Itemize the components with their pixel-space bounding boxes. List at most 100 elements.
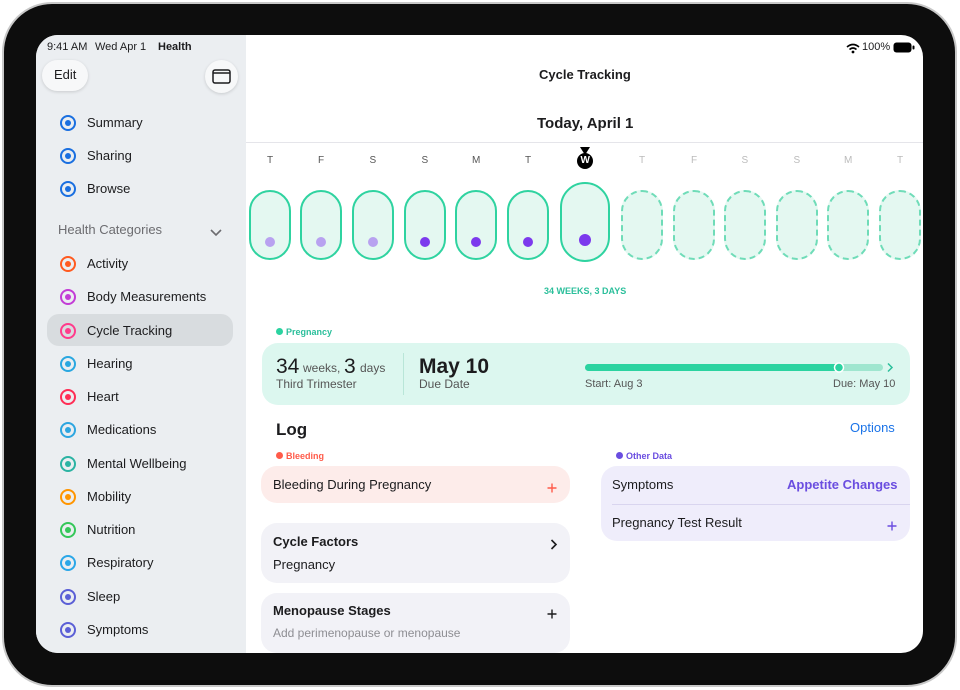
day-oval — [560, 182, 610, 262]
category-icon — [59, 322, 79, 340]
wifi-icon-svg — [846, 43, 860, 54]
day-letter: M — [472, 155, 481, 166]
status-date: Wed Apr 1 — [95, 41, 147, 53]
today-marker-svg — [580, 147, 590, 155]
plus-icon — [547, 606, 557, 619]
day-oval — [621, 190, 663, 260]
item-icon — [59, 114, 79, 132]
sidebar-category[interactable]: Heart — [87, 389, 119, 405]
sidebar-category[interactable]: Nutrition — [87, 522, 136, 538]
day-oval — [249, 190, 291, 260]
item-icon-svg — [60, 115, 76, 131]
menopause-title: Menopause Stages — [273, 603, 391, 618]
day-dot — [368, 237, 378, 247]
sidebar-category[interactable]: Medications — [87, 422, 157, 438]
cycle-factors-card[interactable] — [261, 523, 570, 583]
other-card[interactable] — [601, 466, 910, 541]
menopause-hint: Add perimenopause or menopause — [273, 626, 461, 640]
category-icon-svg — [60, 322, 76, 339]
today-badge — [577, 153, 593, 169]
pregnancy-label: Pregnancy — [286, 327, 333, 337]
trimester: Third Trimester — [276, 377, 357, 391]
sidebar-category[interactable]: Symptoms — [87, 621, 149, 637]
symptoms-value: Appetite Changes — [787, 477, 898, 492]
category-icon-svg — [60, 621, 76, 638]
sidebar-item[interactable]: Summary — [87, 115, 143, 130]
toggle-icon — [212, 69, 231, 84]
log-title: Log — [276, 420, 308, 439]
sidebar-item[interactable]: Browse — [87, 181, 131, 197]
menopause-card[interactable] — [261, 593, 570, 653]
bleeding-card[interactable] — [261, 466, 570, 503]
start-label: Start: Aug 3 — [585, 378, 643, 390]
bleeding-dot — [276, 452, 283, 459]
day-letter: T — [525, 155, 532, 166]
item-icon — [59, 147, 79, 165]
day-oval — [507, 190, 549, 260]
sidebar-category[interactable]: Mental Wellbeing — [87, 455, 187, 471]
pregnancy-card[interactable] — [262, 343, 910, 405]
card-divider — [403, 353, 404, 395]
row-divider — [612, 504, 910, 505]
plus-icon-svg — [547, 483, 557, 493]
category-icon — [59, 488, 79, 506]
sidebar-category[interactable]: Body Measurements — [87, 289, 207, 305]
today-heading: Today, April 1 — [537, 115, 634, 132]
days-number: 3 — [344, 355, 356, 378]
sidebar-category[interactable]: Cycle Tracking — [87, 322, 173, 338]
plus-icon-svg — [887, 521, 897, 531]
category-icon — [59, 554, 79, 572]
today-marker — [580, 142, 590, 155]
plus-icon — [887, 518, 897, 531]
day-oval — [673, 190, 715, 260]
category-icon-svg — [60, 555, 76, 572]
day-letter: F — [318, 155, 325, 166]
progress-bar-svg — [585, 362, 894, 373]
day-letter: W — [580, 155, 590, 166]
sidebar-toggle[interactable] — [205, 60, 238, 93]
day-letter: T — [897, 155, 904, 166]
category-icon-svg — [60, 389, 76, 406]
status-time: 9:41 AM — [47, 41, 88, 53]
day-letter: S — [793, 155, 801, 166]
duration-label: 34 WEEKS, 3 DAYS — [544, 286, 627, 296]
options-button[interactable]: Options — [850, 420, 895, 435]
bleeding-item: Bleeding During Pregnancy — [273, 477, 432, 492]
day-oval — [300, 190, 342, 260]
chevron — [550, 537, 558, 550]
section-header: Health Categories — [58, 222, 163, 237]
chevron-svg — [550, 539, 558, 550]
day-oval — [827, 190, 869, 260]
edit-button[interactable] — [42, 60, 88, 91]
category-icon-svg — [60, 455, 76, 472]
category-icon-svg — [60, 355, 76, 372]
sidebar-category[interactable]: Respiratory — [87, 555, 154, 571]
sidebar-category[interactable]: Activity — [87, 256, 129, 271]
due-label: Due Date — [419, 377, 470, 391]
category-icon — [59, 621, 79, 639]
battery-icon-svg — [893, 42, 915, 53]
sidebar-item[interactable]: Sharing — [87, 148, 132, 164]
day-letter: T — [267, 155, 274, 166]
day-letter: S — [741, 155, 749, 166]
category-icon — [59, 255, 79, 273]
sidebar-category[interactable]: Mobility — [87, 488, 132, 504]
category-icon-svg — [60, 488, 76, 505]
progress-bar — [585, 361, 897, 373]
day-oval — [724, 190, 766, 260]
day-oval — [879, 190, 921, 260]
edit-label[interactable]: Edit — [54, 67, 77, 82]
sidebar-category[interactable]: Sleep — [87, 588, 121, 604]
category-icon — [59, 455, 79, 473]
day-oval — [352, 190, 394, 260]
item-icon-svg — [60, 181, 76, 198]
day-letter: S — [421, 155, 429, 166]
symptoms-label: Symptoms — [612, 477, 674, 492]
other-dot — [616, 452, 623, 459]
battery-icon — [893, 41, 915, 53]
day-letter: T — [639, 155, 646, 166]
category-icon-svg — [60, 522, 76, 539]
end-label: Due: May 10 — [833, 378, 896, 390]
day-oval — [404, 190, 446, 260]
sidebar-category[interactable]: Hearing — [87, 355, 133, 371]
